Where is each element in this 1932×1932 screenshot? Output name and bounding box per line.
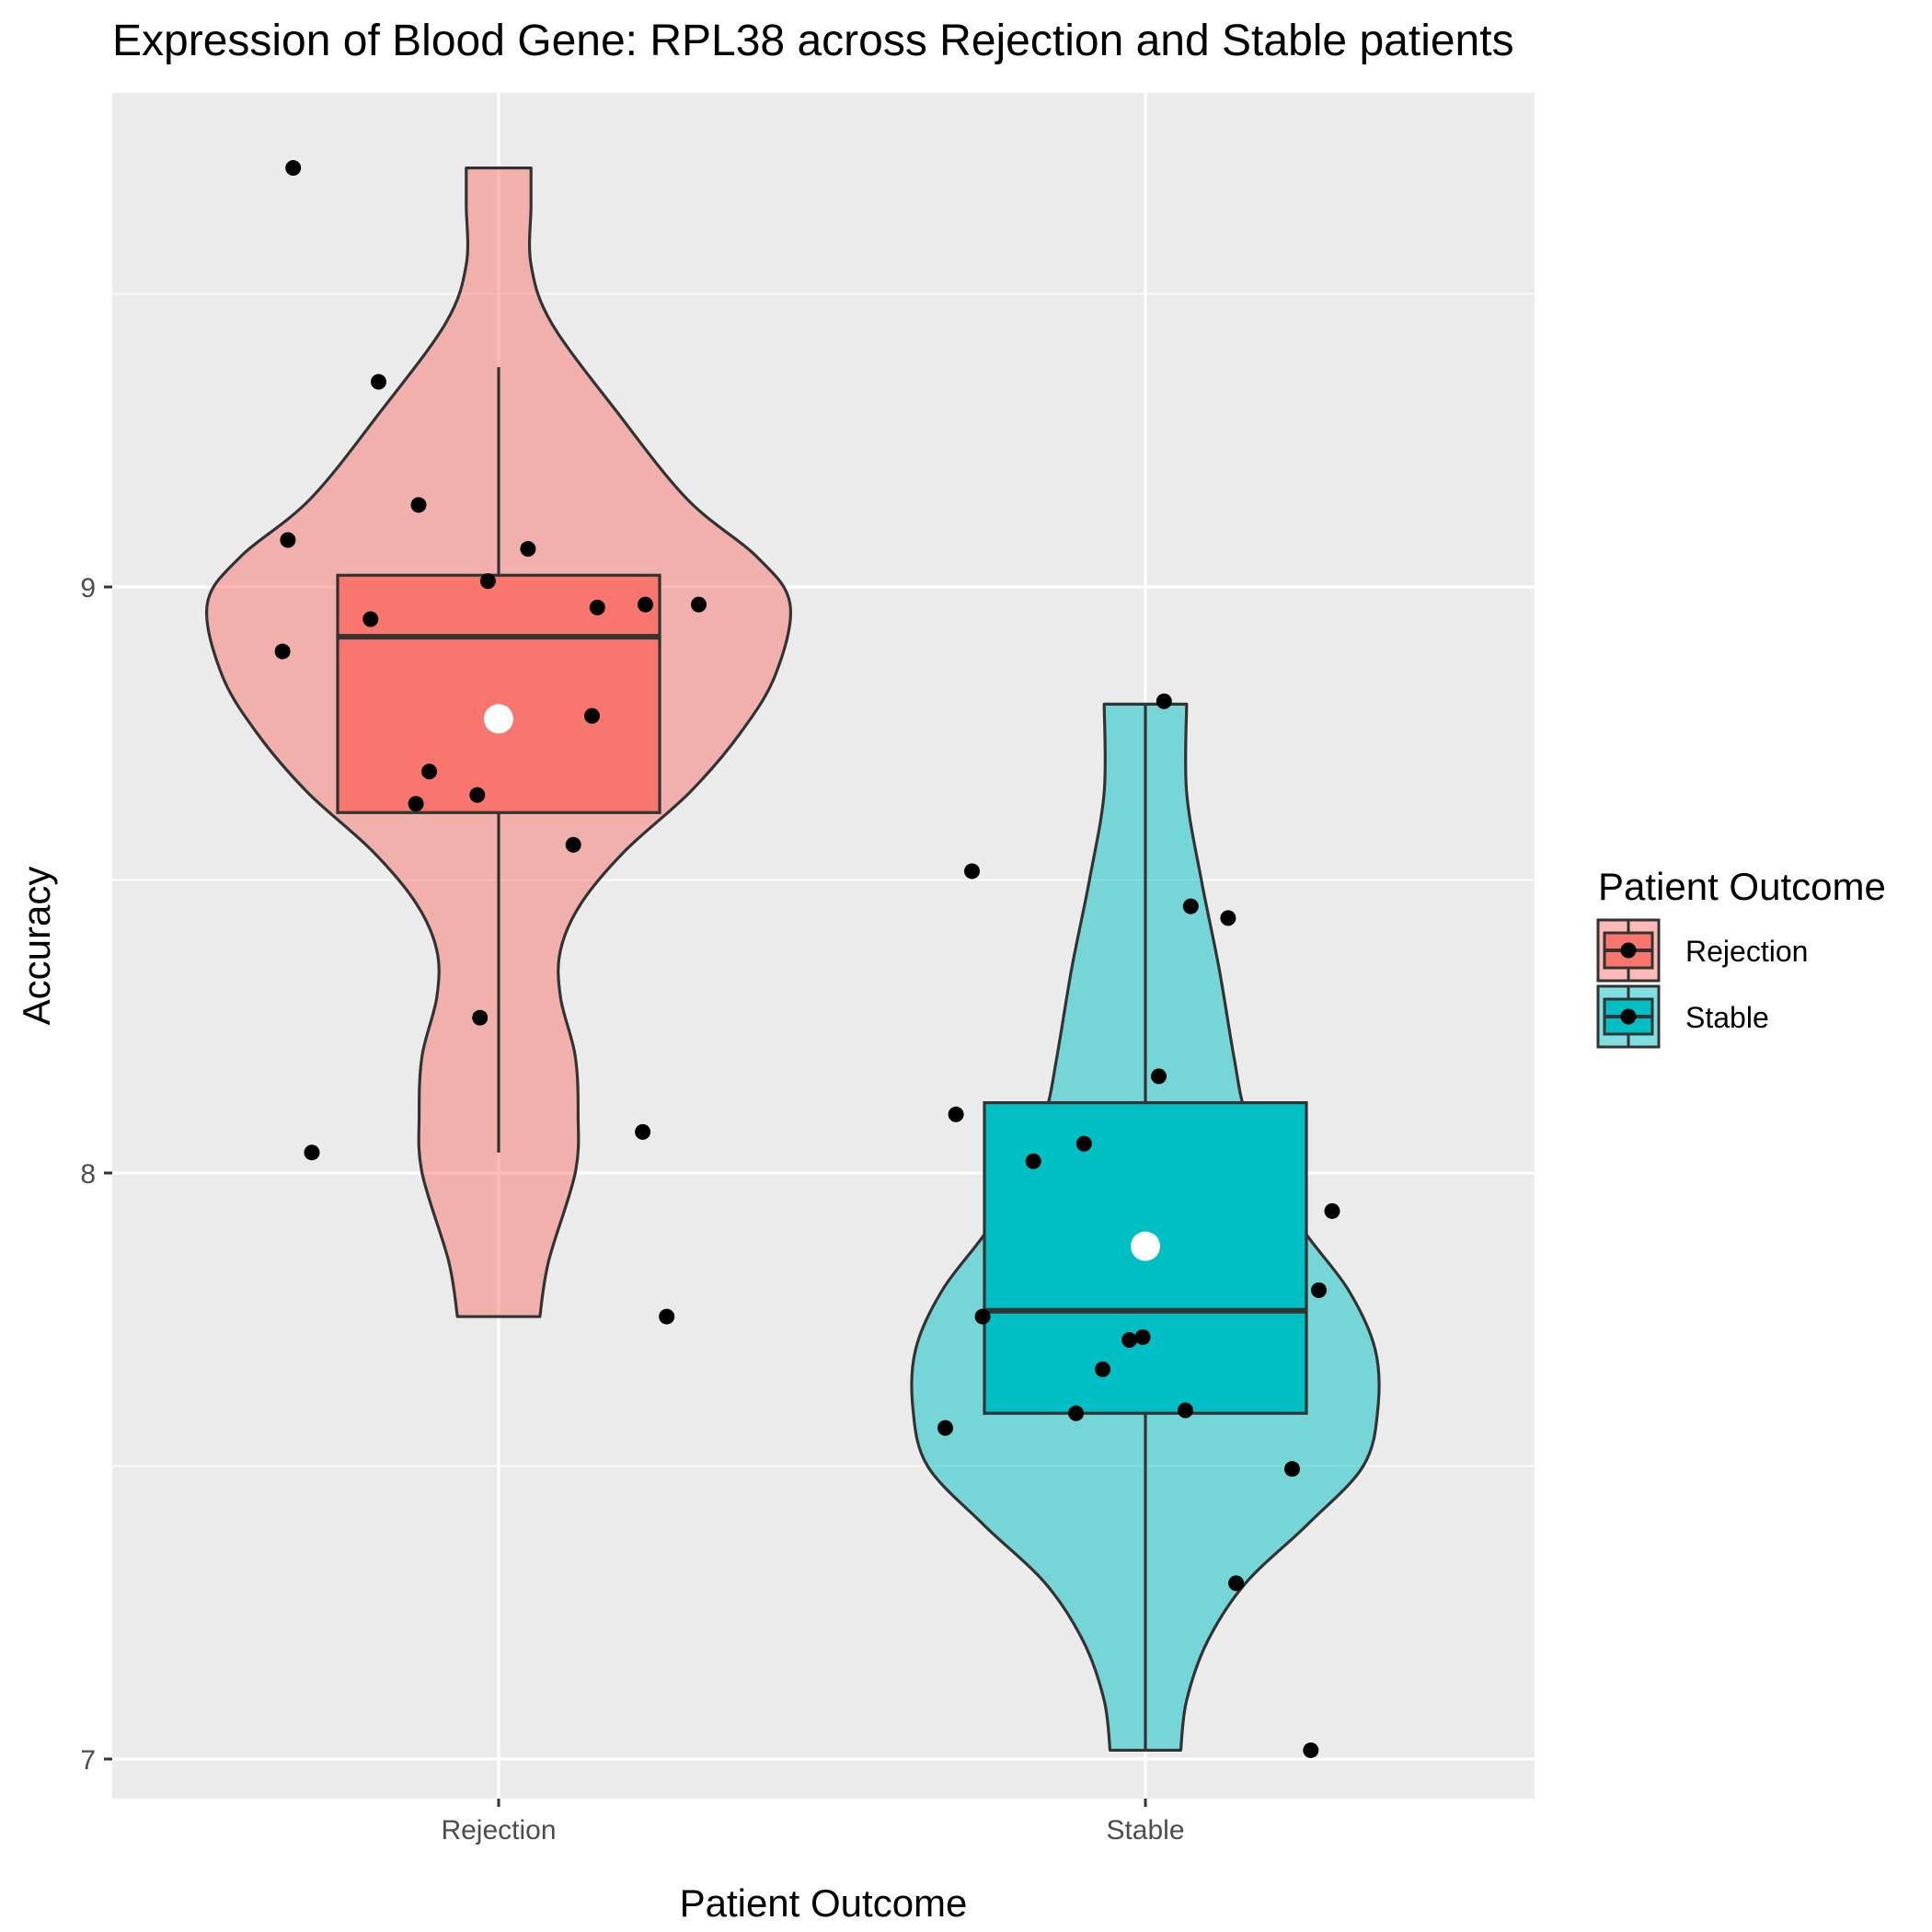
legend-title: Patient Outcome <box>1598 865 1886 908</box>
data-point-stable <box>1075 1135 1092 1152</box>
data-point-stable <box>1156 693 1172 709</box>
data-point-rejection <box>304 1144 320 1161</box>
legend: Patient Outcome Rejection Stable <box>1596 865 1886 1049</box>
data-point-stable <box>1182 898 1199 914</box>
data-point-rejection <box>472 1009 489 1026</box>
data-point-stable <box>1095 1361 1111 1377</box>
data-point-stable <box>1025 1153 1041 1169</box>
data-point-rejection <box>469 787 486 803</box>
data-point-rejection <box>285 160 302 177</box>
data-point-stable <box>948 1106 964 1122</box>
data-point-rejection <box>520 541 536 558</box>
data-point-stable <box>937 1420 953 1436</box>
legend-entry-stable: Stable <box>1596 984 1769 1049</box>
boxplot-rejection <box>336 367 661 1153</box>
data-point-stable <box>1311 1282 1327 1298</box>
data-point-rejection <box>691 596 707 613</box>
y-axis-title: Accuracy <box>15 867 58 1026</box>
mean-marker-stable <box>1131 1231 1160 1261</box>
y-tick-label: 9 <box>80 573 96 604</box>
data-point-rejection <box>280 532 296 548</box>
data-point-rejection <box>410 497 427 513</box>
data-point-stable <box>1324 1202 1340 1219</box>
legend-key-point <box>1620 942 1637 959</box>
mean-markers <box>484 704 1160 1261</box>
data-point-rejection <box>421 764 438 780</box>
data-point-rejection <box>659 1308 675 1325</box>
data-point-rejection <box>565 836 581 853</box>
data-point-rejection <box>479 573 496 590</box>
data-point-rejection <box>584 707 600 724</box>
data-point-stable <box>1151 1068 1167 1085</box>
data-point-stable <box>974 1308 991 1325</box>
data-point-rejection <box>371 374 386 390</box>
data-point-rejection <box>274 643 291 660</box>
data-points <box>274 160 1340 1758</box>
data-point-stable <box>1220 910 1236 926</box>
y-tick-label: 7 <box>80 1745 96 1776</box>
x-tick-label: Stable <box>1106 1815 1184 1846</box>
legend-label: Stable <box>1685 1001 1769 1034</box>
legend-label: Rejection <box>1685 935 1808 968</box>
data-point-stable <box>1303 1742 1319 1758</box>
x-tick-label: Rejection <box>441 1815 556 1846</box>
data-point-stable <box>1284 1461 1300 1478</box>
legend-entry-rejection: Rejection <box>1596 918 1808 983</box>
data-point-stable <box>964 863 980 880</box>
data-point-rejection <box>362 611 379 627</box>
chart-title: Expression of Blood Gene: RPL38 across R… <box>112 17 1514 65</box>
data-point-rejection <box>638 596 653 613</box>
legend-entries: Rejection Stable <box>1596 918 1808 1049</box>
mean-marker-rejection <box>484 704 513 734</box>
data-point-stable <box>1228 1575 1245 1592</box>
data-point-rejection <box>408 796 424 812</box>
data-point-stable <box>1121 1332 1138 1349</box>
y-tick-label: 8 <box>80 1159 96 1190</box>
axes: 7 8 9 Rejection Stable <box>80 573 1184 1846</box>
plot-panel <box>112 93 1535 1799</box>
legend-key-point <box>1620 1008 1637 1025</box>
x-axis-title: Patient Outcome <box>680 1881 968 1925</box>
data-point-stable <box>1178 1402 1193 1419</box>
data-point-rejection <box>589 599 605 615</box>
data-point-stable <box>1068 1405 1085 1421</box>
data-point-stable <box>1134 1328 1151 1345</box>
data-point-rejection <box>635 1123 651 1140</box>
box-iqr <box>336 573 661 814</box>
